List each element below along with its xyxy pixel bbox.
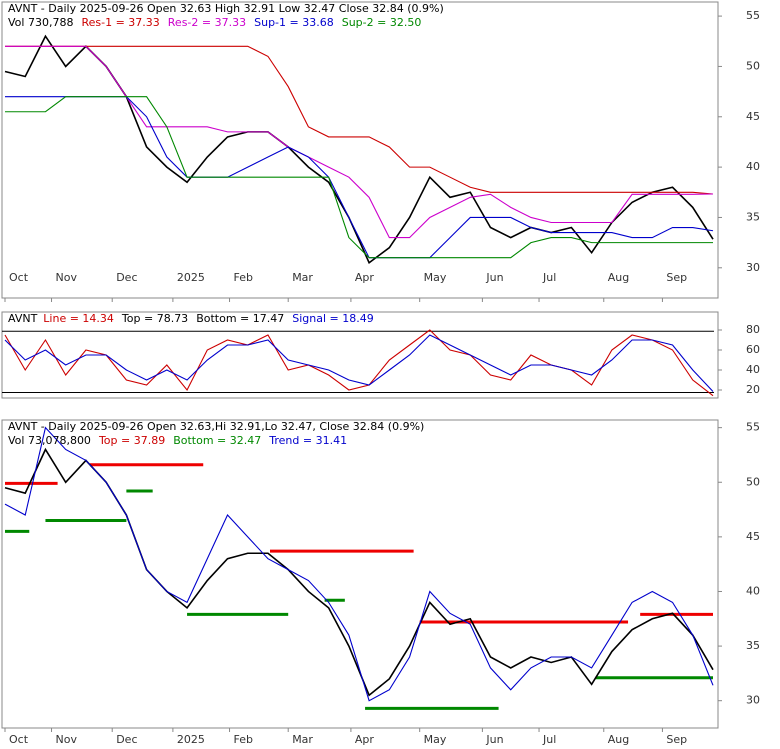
y-tick-label: 45 xyxy=(746,530,760,543)
panel-title: AVNT - Daily 2025-09-26 Open 32.63,Hi 32… xyxy=(8,420,424,433)
series-line xyxy=(4,34,714,265)
y-tick-label: 45 xyxy=(746,110,760,123)
x-tick-label: Dec xyxy=(116,271,137,284)
x-tick-label: Nov xyxy=(56,271,78,284)
y-tick-label: 35 xyxy=(746,210,760,223)
y-tick-label: 30 xyxy=(746,694,760,707)
annotation: Sup-2 = 32.50 xyxy=(342,16,422,29)
x-tick-label: Dec xyxy=(116,733,137,745)
x-tick-label: Jul xyxy=(542,271,556,284)
y-tick-label: 55 xyxy=(746,9,760,22)
x-tick-label: Aug xyxy=(608,271,629,284)
x-tick-label: Oct xyxy=(9,733,29,745)
plot-frame xyxy=(1,311,719,399)
annotation: Top = 37.89 xyxy=(98,434,165,447)
y-tick-label: 35 xyxy=(746,639,760,652)
y-tick-label: 40 xyxy=(746,584,760,597)
annotation: Res-1 = 37.33 xyxy=(81,16,159,29)
annotation: Vol 73,078,800 xyxy=(8,434,91,447)
y-tick-label: 20 xyxy=(746,383,760,396)
x-tick-label: Jul xyxy=(542,733,556,745)
series-line xyxy=(5,45,714,195)
x-tick-label: Apr xyxy=(355,733,375,745)
series-line xyxy=(4,426,714,702)
annotation: Trend = 31.41 xyxy=(268,434,347,447)
y-tick-label: 60 xyxy=(746,343,760,356)
annotation: Sup-1 = 33.68 xyxy=(254,16,334,29)
x-tick-label: Mar xyxy=(292,733,313,745)
plot-frame xyxy=(1,1,719,299)
annotation: Line = 14.34 xyxy=(43,312,114,325)
x-tick-label: Sep xyxy=(666,271,687,284)
x-tick-label: May xyxy=(424,733,447,745)
series-line xyxy=(5,96,714,259)
annotation: Vol 730,788 xyxy=(8,16,73,29)
x-tick-label: Oct xyxy=(9,271,29,284)
y-tick-label: 80 xyxy=(746,323,760,336)
y-tick-label: 50 xyxy=(746,475,760,488)
annotation: Res-2 = 37.33 xyxy=(168,16,246,29)
y-tick-label: 30 xyxy=(746,261,760,274)
x-tick-label: Aug xyxy=(608,733,629,745)
plot-frame xyxy=(1,419,719,729)
series-line xyxy=(5,45,714,239)
y-tick-label: 40 xyxy=(746,363,760,376)
x-tick-label: Mar xyxy=(292,271,313,284)
x-tick-label: 2025 xyxy=(177,271,205,284)
series-line xyxy=(4,334,714,392)
annotation: Bottom = 32.47 xyxy=(173,434,261,447)
y-tick-label: 55 xyxy=(746,421,760,434)
x-tick-label: Jun xyxy=(485,271,503,284)
series-line xyxy=(4,447,714,697)
x-tick-label: Jun xyxy=(485,733,503,745)
x-tick-label: 2025 xyxy=(177,733,205,745)
x-tick-label: Feb xyxy=(234,733,253,745)
panel-title: AVNT xyxy=(8,312,38,325)
x-tick-label: Apr xyxy=(355,271,375,284)
x-tick-label: Feb xyxy=(234,271,253,284)
panel-title: AVNT - Daily 2025-09-26 Open 32.63 High … xyxy=(8,2,444,15)
x-tick-label: Sep xyxy=(666,733,687,745)
annotation: Signal = 18.49 xyxy=(292,312,374,325)
series-line xyxy=(4,329,714,397)
y-tick-label: 40 xyxy=(746,160,760,173)
x-tick-label: May xyxy=(424,271,447,284)
series-line xyxy=(5,96,713,259)
x-tick-label: Nov xyxy=(56,733,78,745)
annotation: Top = 78.73 xyxy=(121,312,188,325)
annotation: Bottom = 17.47 xyxy=(196,312,284,325)
y-tick-label: 50 xyxy=(746,59,760,72)
